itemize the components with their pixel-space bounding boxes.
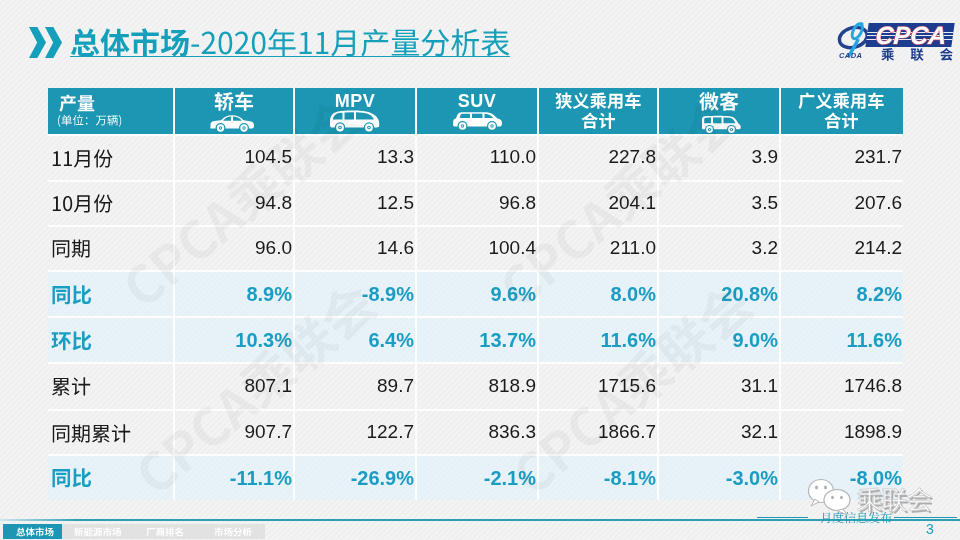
svg-text:CPCA: CPCA — [875, 21, 948, 49]
